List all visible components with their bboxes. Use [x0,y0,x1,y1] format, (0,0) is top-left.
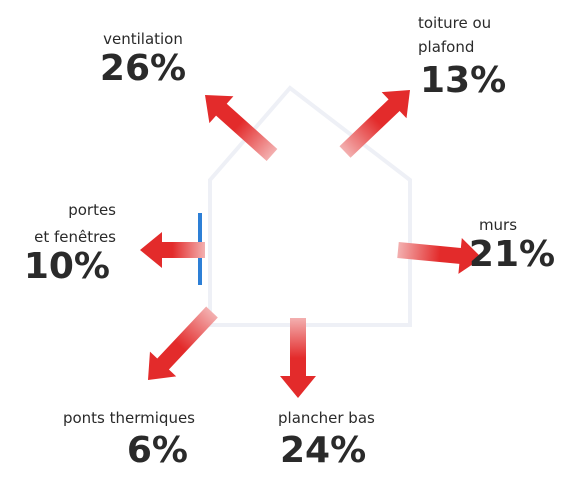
arrow [140,232,205,268]
arrow-shape [333,77,423,165]
arrow [280,318,316,398]
arrow-shape [280,318,316,398]
item-value: 24% [280,430,366,471]
arrow [135,300,225,393]
item-label: ponts thermiques [63,409,195,427]
item-value: 10% [24,246,110,287]
item-value: 26% [100,48,186,89]
item-label: plafond [418,38,474,56]
diagram: ventilation26% toiture ou plafond 13% portes… [0,0,573,495]
item-value: 13% [420,60,506,101]
arrow [333,77,423,165]
item-value: 21% [469,234,555,275]
item-label: murs [479,216,517,234]
arrow [193,82,284,169]
item-label: ventilation [103,30,183,48]
infographic: ventilation26% toiture ou plafond 13% portes… [0,0,573,495]
item-value: 6% [127,430,188,471]
item-label: et fenêtres [34,228,116,246]
arrow-shape [193,82,284,169]
arrow-shape [135,300,225,393]
item-label: plancher bas [278,409,375,427]
arrow-shape [140,232,205,268]
item-label: portes [68,201,116,219]
item-label: toiture ou [418,14,491,32]
